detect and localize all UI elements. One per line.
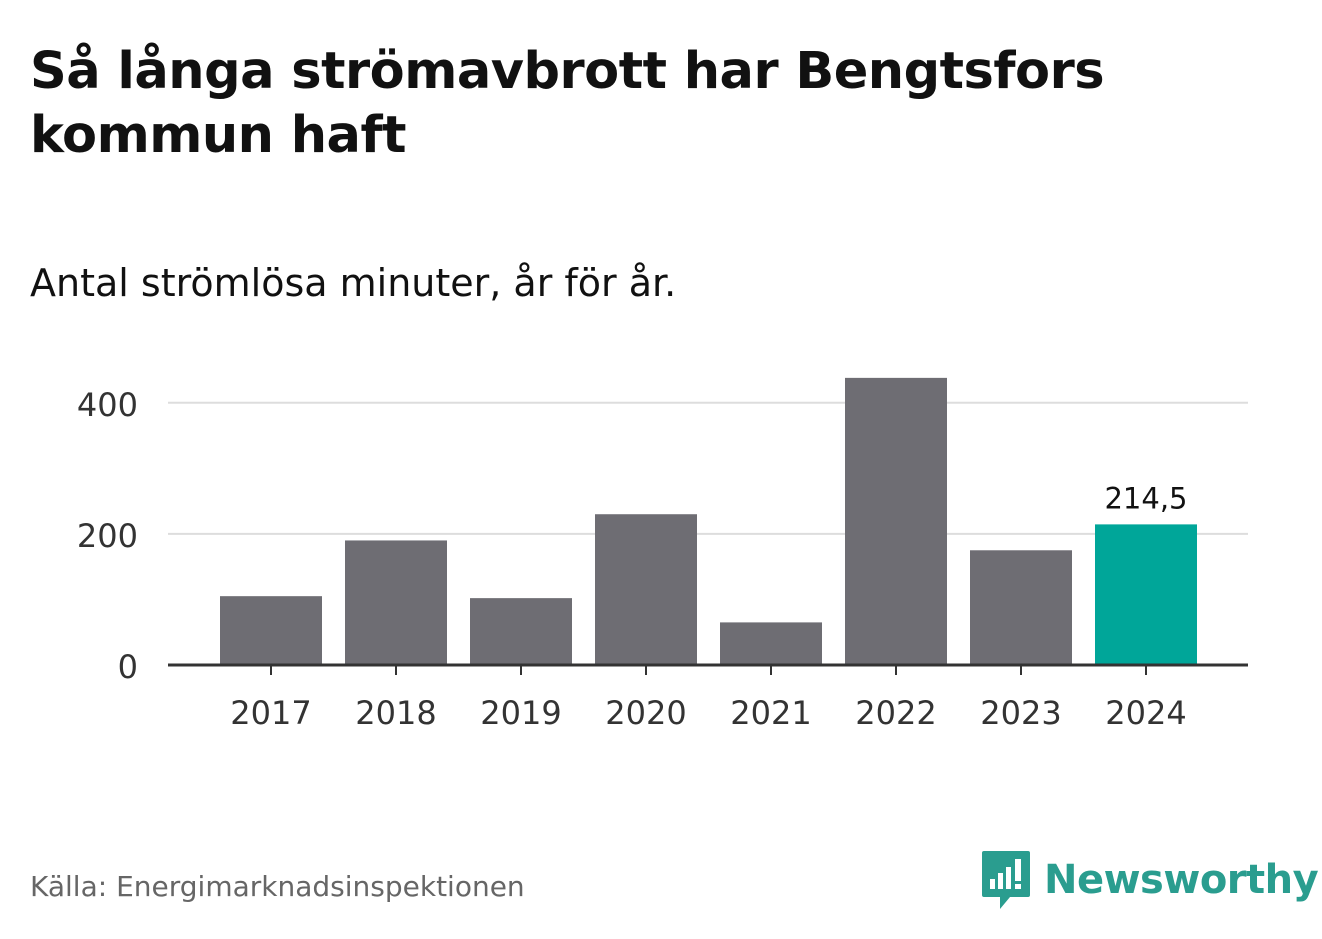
source-note: Källa: Energimarknadsinspektionen — [30, 870, 525, 903]
y-tick-label-200: 200 — [77, 517, 138, 555]
bar-2018 — [345, 540, 447, 665]
y-tick-label-400: 400 — [77, 386, 138, 424]
bars — [220, 377, 1197, 665]
chart-title: Så långa strömavbrott har Bengtsfors kom… — [30, 42, 1105, 165]
x-axis — [168, 663, 1248, 675]
x-tick-label-2020: 2020 — [605, 694, 686, 732]
data-label-2024: 214,5 — [1104, 481, 1187, 515]
newsworthy-logo-icon — [982, 851, 1030, 909]
x-tick-label-2022: 2022 — [855, 694, 936, 732]
data-labels: 214,5 — [1104, 481, 1187, 515]
x-tick-label-2023: 2023 — [980, 694, 1061, 732]
bar-2023 — [970, 550, 1072, 665]
bar-2022 — [845, 377, 947, 665]
chart-subtitle: Antal strömlösa minuter, år för år. — [30, 261, 677, 305]
x-tick-label-2021: 2021 — [730, 694, 811, 732]
y-tick-label-0: 0 — [118, 648, 138, 686]
x-tick-label-2017: 2017 — [230, 694, 311, 732]
bar-2021 — [720, 622, 822, 665]
bar-2020 — [595, 514, 697, 665]
bar-2019 — [470, 598, 572, 665]
bar-2024 — [1095, 524, 1197, 665]
brand-name: Newsworthy — [1044, 857, 1319, 903]
brand-logo: Newsworthy — [980, 848, 1319, 912]
y-tick-labels: 0 200 400 — [77, 386, 138, 686]
bar-2017 — [220, 596, 322, 665]
x-tick-label-2018: 2018 — [355, 694, 436, 732]
x-tick-label-2024: 2024 — [1105, 694, 1186, 732]
x-tick-label-2019: 2019 — [480, 694, 561, 732]
x-tick-labels: 2017 2018 2019 2020 2021 2022 2023 2024 — [230, 694, 1186, 732]
grid-lines — [168, 401, 1248, 535]
